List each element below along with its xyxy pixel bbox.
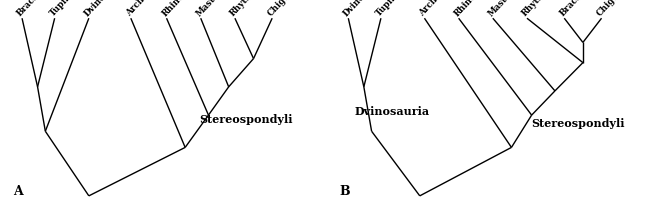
Text: Archegosauridae: Archegosauridae xyxy=(418,0,480,18)
Text: Mastodonsauridae: Mastodonsauridae xyxy=(486,0,554,18)
Text: Tupilakosauridae: Tupilakosauridae xyxy=(374,0,438,18)
Text: Stereospondyli: Stereospondyli xyxy=(532,118,625,129)
Text: Rhinesuchidae: Rhinesuchidae xyxy=(160,0,215,18)
Text: Archegosauridae: Archegosauridae xyxy=(124,0,187,18)
Text: Dvinosauridae: Dvinosauridae xyxy=(83,0,136,18)
Text: Rhytidosteidae: Rhytidosteidae xyxy=(228,0,284,18)
Text: B: B xyxy=(339,185,350,198)
Text: Brachyopidae: Brachyopidae xyxy=(16,0,68,18)
Text: Mastodonsauridae: Mastodonsauridae xyxy=(194,0,262,18)
Text: Chigutisauridae: Chigutisauridae xyxy=(266,0,325,18)
Text: Brachyopidae: Brachyopidae xyxy=(558,0,610,18)
Text: Dvinosauridae: Dvinosauridae xyxy=(342,0,396,18)
Text: Chigutisauridae: Chigutisauridae xyxy=(595,0,650,18)
Text: Rhytidosteidae: Rhytidosteidae xyxy=(521,0,577,18)
Text: Tupilakosauridae: Tupilakosauridae xyxy=(48,0,112,18)
Text: A: A xyxy=(13,185,23,198)
Text: Stereospondyli: Stereospondyli xyxy=(199,114,292,125)
Text: Dvinosauria: Dvinosauria xyxy=(354,106,430,117)
Text: Rhinesuchidae: Rhinesuchidae xyxy=(452,0,508,18)
